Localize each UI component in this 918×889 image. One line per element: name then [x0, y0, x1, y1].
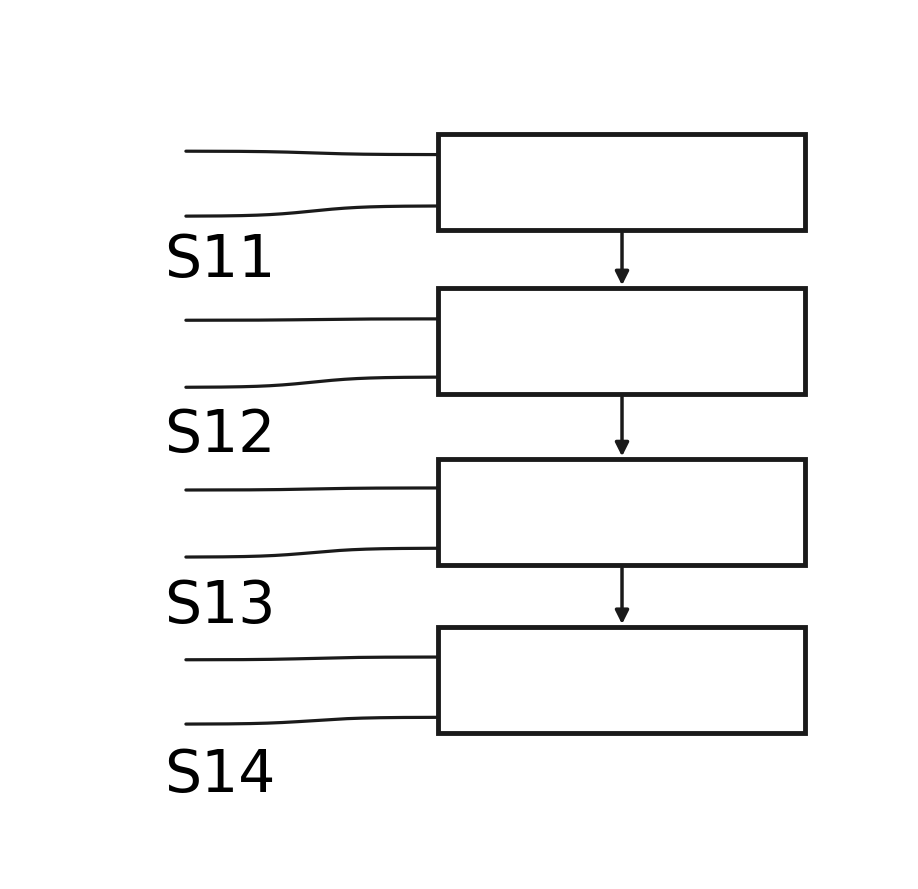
- Bar: [439, 134, 805, 230]
- Text: S13: S13: [164, 578, 276, 635]
- Bar: [439, 627, 805, 733]
- Text: S12: S12: [164, 407, 276, 464]
- Bar: [439, 460, 805, 565]
- Text: S14: S14: [164, 747, 276, 804]
- Text: S11: S11: [164, 232, 276, 289]
- Bar: [439, 288, 805, 394]
